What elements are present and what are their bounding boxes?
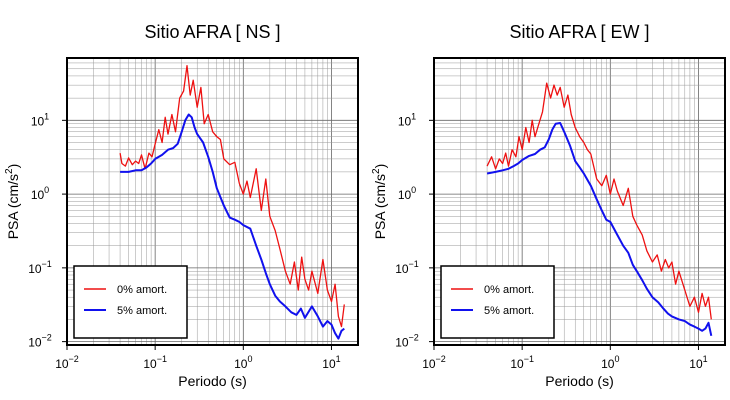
chart-title: Sitio AFRA [ NS ] [144, 22, 280, 42]
x-tick-label: 101 [689, 354, 707, 371]
legend: 0% amort. 5% amort. [73, 265, 188, 339]
x-axis-label: Periodo (s) [178, 373, 246, 389]
y-tick-label: 101 [31, 111, 49, 128]
series-line-0pct [486, 82, 712, 320]
y-axis-label-sup: 2 [4, 168, 15, 174]
y-axis-label-close: ) [5, 164, 21, 169]
y-tick-label: 10−2 [28, 333, 52, 350]
y-tick-exp: −1 [409, 259, 419, 269]
y-tick-label: 101 [398, 111, 416, 128]
y-axis-label: PSA (cm/s2) [4, 164, 21, 240]
y-axis-label-sup: 2 [371, 168, 382, 174]
y-tick-label: 100 [398, 185, 416, 202]
y-tick-base: 10 [398, 188, 412, 202]
legend-label: 0% amort. [117, 284, 167, 296]
y-tick-base: 10 [395, 262, 409, 276]
plot-frame [66, 57, 359, 346]
y-tick-label: 10−2 [395, 333, 419, 350]
x-tick-exp: −2 [436, 354, 446, 364]
series-line-5pct [486, 122, 713, 337]
x-tick-base: 10 [55, 357, 69, 371]
y-tick-base: 10 [31, 188, 45, 202]
x-tick-exp: 1 [703, 354, 708, 364]
series-line-5pct [120, 113, 345, 340]
x-tick-label: 10−2 [55, 354, 79, 371]
x-tick-base: 10 [143, 357, 157, 371]
x-tick-base: 10 [422, 357, 436, 371]
x-tick-label: 10−2 [422, 354, 446, 371]
y-tick-base: 10 [28, 262, 42, 276]
x-tick-label: 100 [234, 354, 252, 371]
y-axis-label: PSA (cm/s2) [371, 164, 388, 240]
y-axis-label-close: ) [372, 164, 388, 169]
y-tick-base: 10 [31, 114, 45, 128]
y-tick-base: 10 [395, 336, 409, 350]
x-axis-label: Periodo (s) [545, 373, 613, 389]
x-tick-label: 10−1 [510, 354, 534, 371]
x-tick-base: 10 [601, 357, 615, 371]
legend: 0% amort. 5% amort. [440, 265, 555, 339]
y-tick-exp: 0 [411, 185, 416, 195]
y-tick-exp: 1 [44, 111, 49, 121]
y-tick-label: 100 [31, 185, 49, 202]
x-tick-base: 10 [322, 357, 336, 371]
x-tick-label: 101 [322, 354, 340, 371]
x-tick-exp: −1 [524, 354, 534, 364]
chart-title: Sitio AFRA [ EW ] [509, 22, 649, 42]
y-tick-exp: −2 [409, 333, 419, 343]
x-tick-base: 10 [234, 357, 248, 371]
y-tick-exp: 0 [44, 185, 49, 195]
y-tick-base: 10 [28, 336, 42, 350]
x-tick-exp: 1 [336, 354, 341, 364]
legend-box [440, 265, 555, 339]
x-tick-exp: 0 [614, 354, 619, 364]
x-tick-exp: 0 [247, 354, 252, 364]
plot-frame [433, 57, 726, 346]
y-axis-label-main: PSA (cm/s [5, 174, 21, 239]
y-tick-exp: −1 [42, 259, 52, 269]
x-tick-exp: −2 [69, 354, 79, 364]
y-tick-label: 10−1 [28, 259, 52, 276]
series-line-0pct [119, 65, 345, 328]
x-tick-label: 100 [601, 354, 619, 371]
y-tick-base: 10 [398, 114, 412, 128]
x-tick-label: 10−1 [143, 354, 167, 371]
legend-label: 5% amort. [117, 305, 167, 317]
x-tick-base: 10 [510, 357, 524, 371]
legend-label: 5% amort. [484, 305, 534, 317]
y-tick-exp: −2 [42, 333, 52, 343]
x-tick-exp: −1 [157, 354, 167, 364]
legend-label: 0% amort. [484, 284, 534, 296]
y-tick-label: 10−1 [395, 259, 419, 276]
legend-box [73, 265, 188, 339]
x-tick-base: 10 [689, 357, 703, 371]
y-axis-label-main: PSA (cm/s [372, 174, 388, 239]
y-tick-exp: 1 [411, 111, 416, 121]
